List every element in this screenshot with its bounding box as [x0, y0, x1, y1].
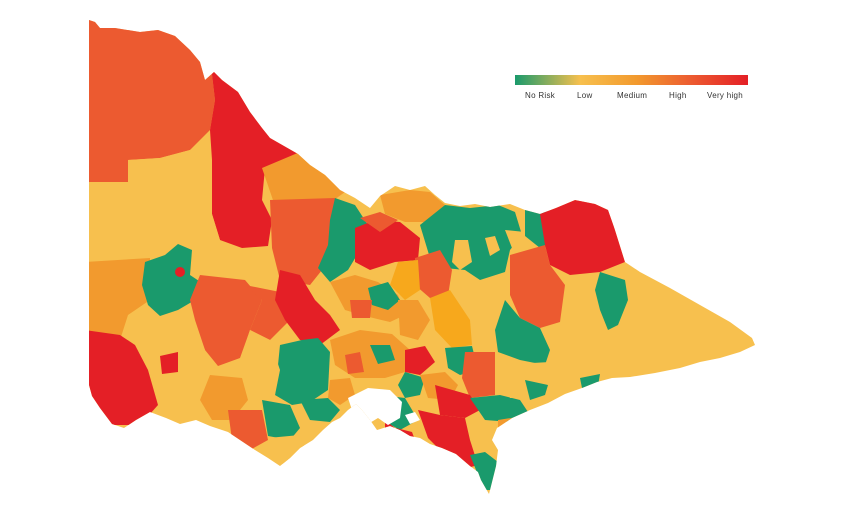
legend-label-very-high: Very high: [707, 91, 744, 100]
region-west-mallee: [89, 140, 220, 262]
region-central-west-orange: [190, 275, 262, 366]
legend-label-no-risk: No Risk: [525, 91, 556, 100]
region-bendigo-green: [318, 198, 368, 282]
legend-label-high: High: [669, 91, 687, 100]
legend-label-medium: Medium: [617, 91, 648, 100]
region-northeast-red: [540, 200, 625, 275]
region-southwest-red: [89, 330, 158, 425]
legend-labels: No Risk Low Medium High Very high: [515, 91, 748, 105]
legend: No Risk Low Medium High Very high: [515, 75, 748, 105]
legend-gradient-bar: [515, 75, 748, 85]
region-far-northwest: [89, 20, 215, 182]
legend-label-low: Low: [577, 91, 593, 100]
region-west-orange: [89, 258, 150, 340]
region-north-orange: [262, 152, 345, 210]
region-horsham: [142, 244, 205, 316]
